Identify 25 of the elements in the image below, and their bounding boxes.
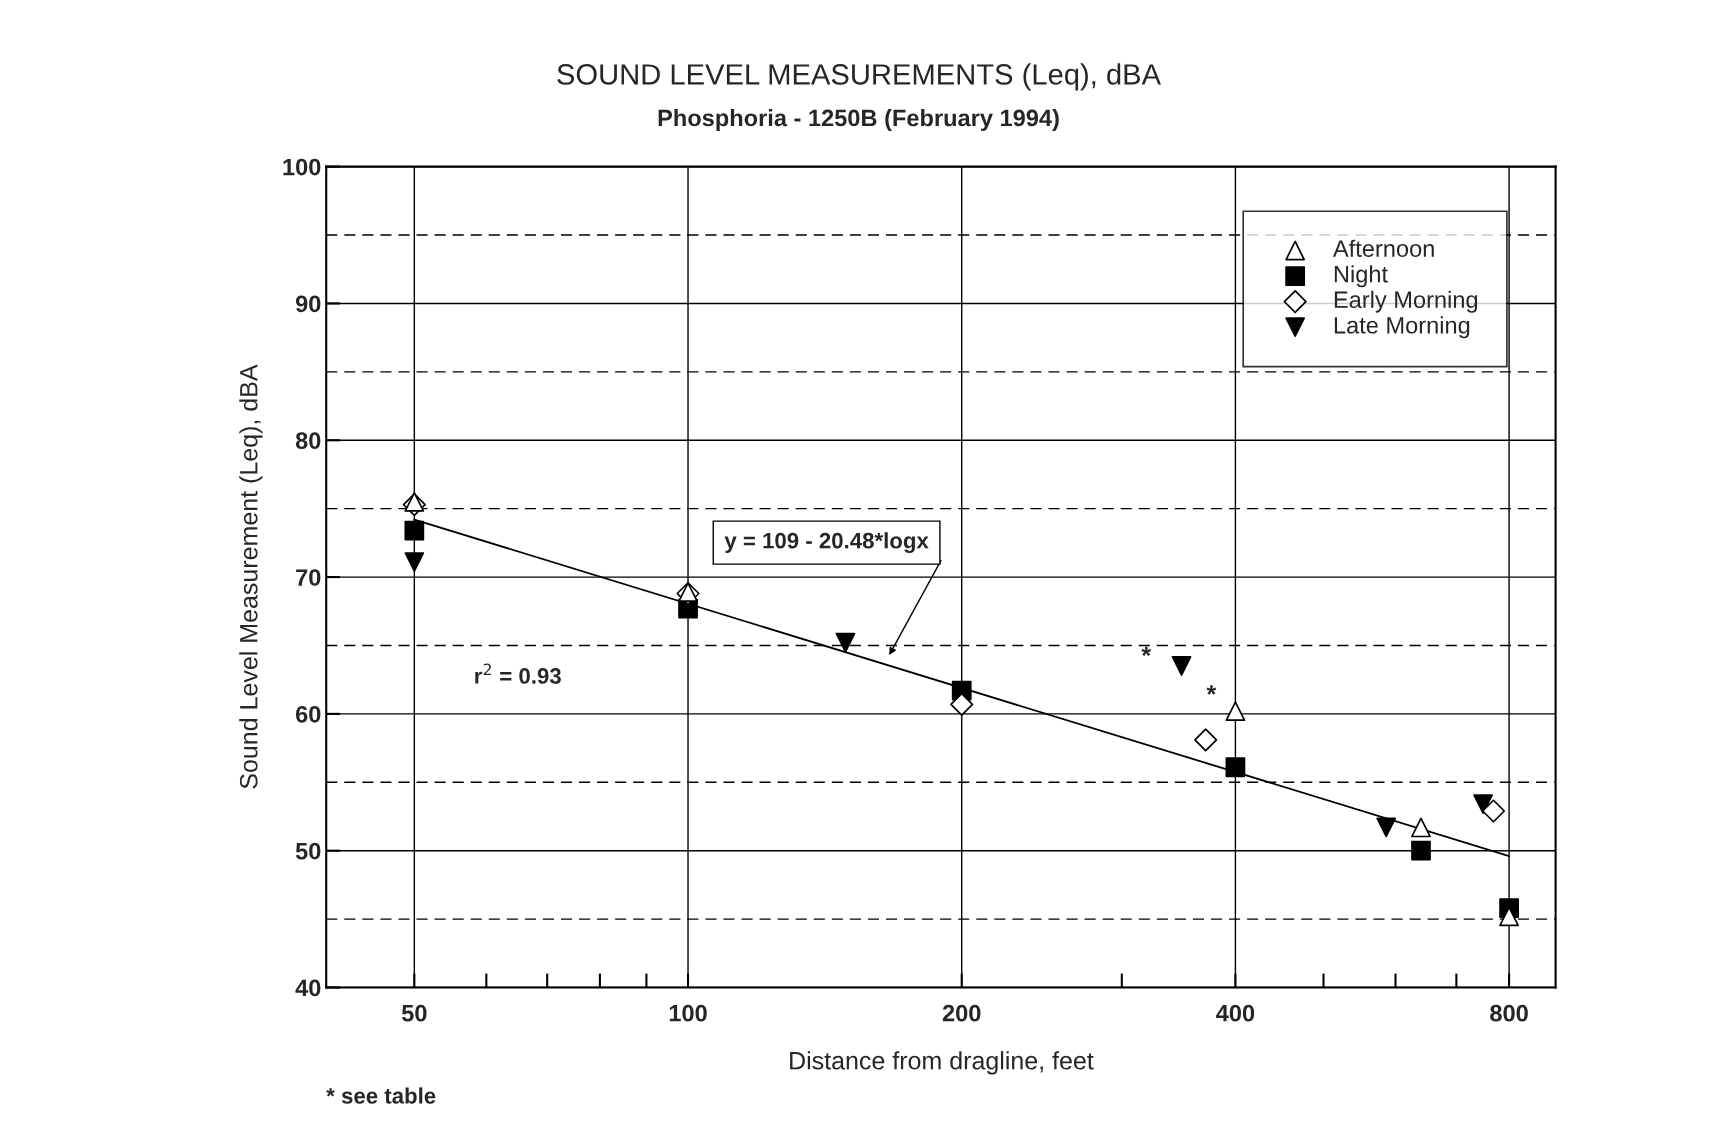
annotation: r$^{2}$ = 0.93 <box>475 663 561 684</box>
chart-subtitle: Phosphoria - 1250B (February 1994) <box>658 109 1059 132</box>
x-tick-label: 200 <box>942 1004 981 1022</box>
y-tick-label: 70 <box>296 569 321 586</box>
x-axis-title: Distance from dragline, feet <box>790 1051 1094 1075</box>
x-tick-label: 400 <box>1216 1004 1255 1022</box>
annotation: y = 109 - 20.48*logx <box>724 532 929 554</box>
annotation: * <box>1206 685 1217 695</box>
annotation: * <box>1141 646 1152 657</box>
y-tick-label: 80 <box>295 432 321 450</box>
chart-title: SOUND LEVEL MEASUREMENTS (Leq), dBA <box>557 63 1161 91</box>
x-tick-label: 800 <box>1490 1004 1528 1022</box>
y-tick-label: 50 <box>295 842 321 860</box>
y-axis-title: Sound Level Measurement (Leq), dBA <box>239 364 263 789</box>
x-tick-label: 100 <box>669 1004 707 1022</box>
legend-label: Night <box>1334 265 1388 288</box>
y-tick-label: 40 <box>295 979 321 997</box>
y-tick-label: 60 <box>295 705 321 723</box>
legend-label: Early Morning <box>1334 290 1478 313</box>
legend-label: Afternoon <box>1332 239 1434 257</box>
text: * see table <box>326 1087 436 1104</box>
x-tick-label: 50 <box>401 1004 427 1022</box>
y-tick-label: 100 <box>283 158 321 176</box>
y-tick-label: 90 <box>295 295 321 313</box>
legend-label: Late Morning <box>1334 316 1470 339</box>
